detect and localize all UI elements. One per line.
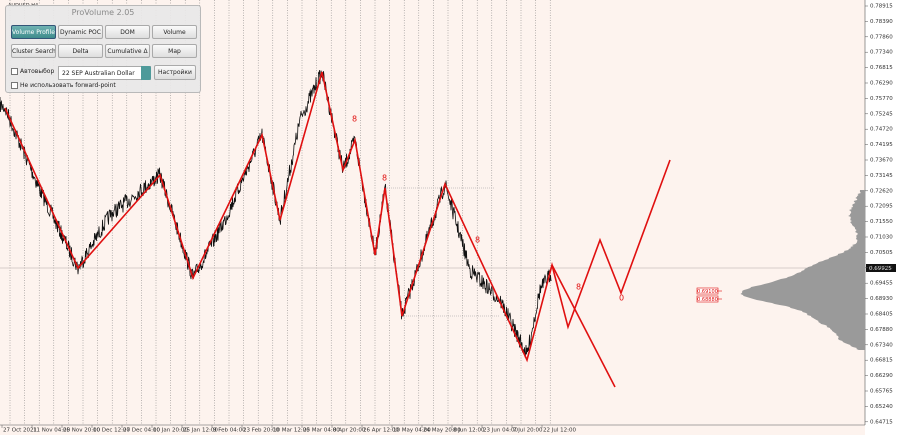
price-label: 0.71550 xyxy=(870,219,893,225)
time-label: 10 Mar 12:00 xyxy=(273,428,310,434)
wave-label: 8 xyxy=(576,283,581,292)
time-label: 8 Jun 12:00 xyxy=(453,428,485,434)
price-label: 0.70505 xyxy=(870,250,893,256)
select-arrow[interactable] xyxy=(141,66,151,80)
current-price-box xyxy=(866,264,896,272)
time-label: 9 Feb 04:00 xyxy=(213,428,246,434)
forward-checkbox[interactable]: Не использовать forward-point xyxy=(11,82,116,89)
volume-profile xyxy=(740,190,865,350)
time-label: 26 Apr 12:00 xyxy=(363,428,399,434)
time-label: 27 Oct 2021 xyxy=(3,428,37,434)
price-label: 0.66290 xyxy=(870,373,893,379)
wave-label: 8 xyxy=(352,115,357,124)
price-label: 0.64715 xyxy=(870,419,893,425)
price-label: 0.76815 xyxy=(870,65,893,71)
price-label: 0.67340 xyxy=(870,342,893,348)
instrument-select[interactable]: 22 SEP Australian Dollar xyxy=(58,66,151,80)
price-label: 0.78915 xyxy=(870,4,893,10)
price-label: 0.74195 xyxy=(870,142,893,148)
price-label: 0.73145 xyxy=(870,173,893,179)
auto-checkbox[interactable]: Автовыбор xyxy=(11,68,54,75)
price-label: 0.77860 xyxy=(870,34,893,40)
price-label: 0.72095 xyxy=(870,204,893,210)
price-label: 0.75770 xyxy=(870,96,893,102)
wave-zigzag xyxy=(4,71,671,363)
price-label: 0.65765 xyxy=(870,389,893,395)
button[interactable]: Delta xyxy=(58,44,103,58)
wave-label: 8 xyxy=(475,236,480,245)
time-label: 25 Nov 20:00 xyxy=(63,428,101,434)
price-label: 0.68405 xyxy=(870,312,893,318)
price-line xyxy=(0,70,552,358)
price-label: 0.77340 xyxy=(870,50,893,56)
time-label: 23 Feb 20:00 xyxy=(243,428,280,434)
price-label: 0.73670 xyxy=(870,158,893,164)
time-label: 22 Jul 12:00 xyxy=(543,428,576,434)
price-label: 0.74720 xyxy=(870,127,893,133)
button[interactable]: DOM xyxy=(105,25,150,39)
button[interactable]: Cumulative Δ xyxy=(105,44,150,58)
wave-label: 8 xyxy=(382,174,387,183)
panel-title: ProVolume 2.05 xyxy=(71,8,135,17)
price-label: 0.69455 xyxy=(870,281,893,287)
wave-projection xyxy=(551,264,616,388)
price-label: 0.66815 xyxy=(870,358,893,364)
time-label: 11 Nov 04:00 xyxy=(33,428,71,434)
time-label: 10 Jan 20:00 xyxy=(153,428,188,434)
time-label: 25 Jan 12:00 xyxy=(183,428,218,434)
wave-label: 0 xyxy=(619,294,624,303)
time-label: 8 Apr 20:00 xyxy=(333,428,366,434)
price-label: 0.68930 xyxy=(870,296,893,302)
price-label: 0.69980 xyxy=(870,265,893,271)
provolume-panel: ProVolume 2.05 Volume Profile Dynamic PO… xyxy=(5,5,201,93)
time-label: 25 Mar 04:00 xyxy=(303,428,340,434)
button[interactable]: Map xyxy=(152,44,197,58)
settings-button[interactable]: Настройки xyxy=(154,65,196,80)
button[interactable]: Volume Profile xyxy=(11,25,56,39)
time-label: 7 Jul 20:00 xyxy=(513,428,543,434)
price-label: 0.76290 xyxy=(870,81,893,87)
button[interactable]: Dynamic POC xyxy=(58,25,103,39)
time-label: 27 Dec 04:00 xyxy=(123,428,160,434)
time-label: 23 Jun 04:00 xyxy=(483,428,518,434)
axes: 0.78915 0.78390 0.77860 0.77340 0.76815 0.762… xyxy=(1,4,893,434)
price-label: 0.65240 xyxy=(870,404,893,410)
time-label: 10 May 04:00 xyxy=(393,428,431,434)
time-label: 24 May 20:00 xyxy=(423,428,461,434)
current-price-label: 0.69925 xyxy=(869,266,892,272)
price-label: 0.71030 xyxy=(870,235,893,241)
price-label: 0.67880 xyxy=(870,327,893,333)
price-label: 0.72620 xyxy=(870,188,893,194)
price-label: 0.75245 xyxy=(870,111,893,117)
checkbox-label: Автовыбор xyxy=(20,68,55,75)
button[interactable]: Volume xyxy=(152,25,197,39)
price-axis-area xyxy=(865,0,900,435)
price-label: 0.78390 xyxy=(870,19,893,25)
level-label: 0.68880 xyxy=(697,297,718,303)
button[interactable]: Cluster Search xyxy=(11,44,56,58)
checkbox-label: Не использовать forward-point xyxy=(20,82,116,89)
time-label: 10 Dec 12:00 xyxy=(93,428,130,434)
level-label: 0.69100 xyxy=(697,289,718,295)
